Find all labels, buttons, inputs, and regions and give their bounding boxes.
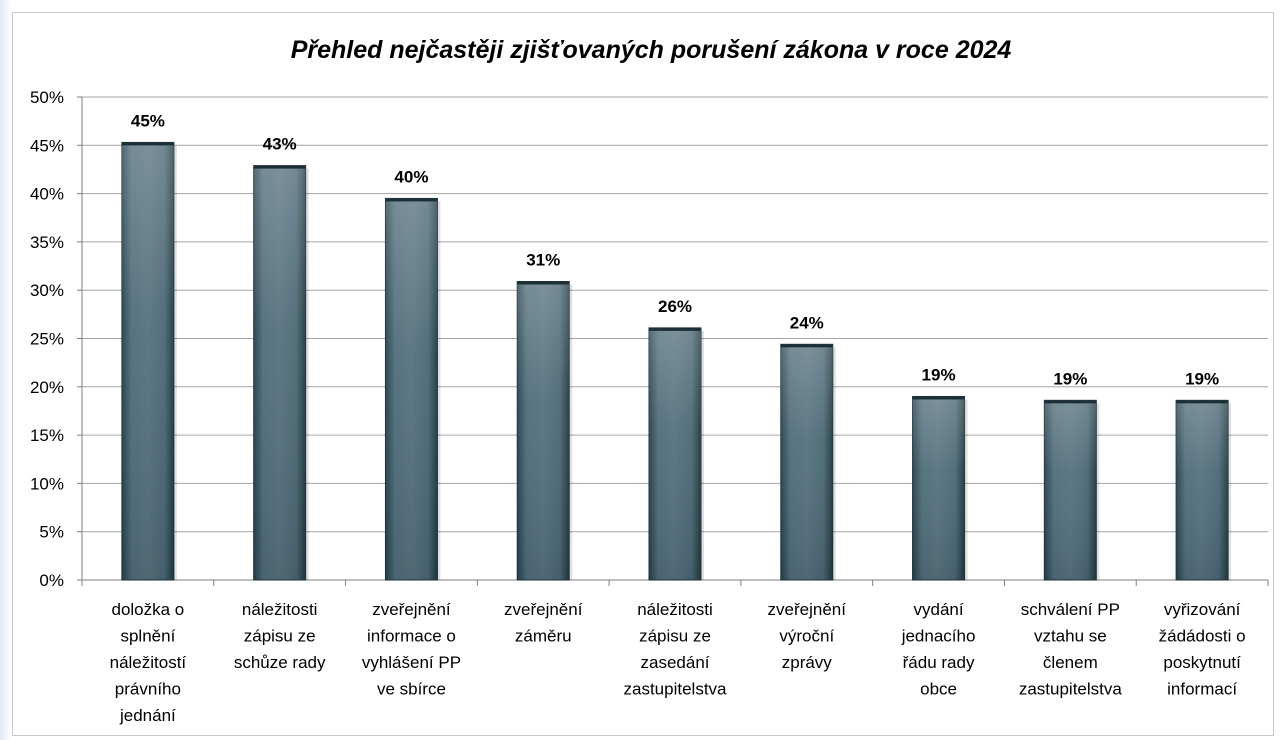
- x-category-label-line: poskytnutí: [1163, 653, 1241, 672]
- x-category-label-line: právního: [115, 680, 181, 699]
- x-category-label-line: zastupitelstva: [1019, 680, 1123, 699]
- x-category-label-line: zasedání: [641, 653, 710, 672]
- bar-sheen: [517, 281, 570, 580]
- x-category-label-line: náležitosti: [242, 600, 318, 619]
- x-category-label-line: jednacího: [901, 627, 976, 646]
- bar-top-edge: [912, 396, 965, 400]
- bar-group: [516, 281, 573, 581]
- bar-group: [253, 165, 309, 581]
- y-tick-label: 25%: [30, 330, 64, 349]
- bar-sheen: [912, 396, 965, 580]
- bar-sheen: [1176, 400, 1229, 580]
- x-category-label: schválení PP vztahu se členem zastupitelstv…: [1019, 600, 1123, 699]
- x-category-label-line: zveřejnění: [504, 600, 583, 619]
- x-category-label: doložka o splnění náležitostí právního jedná…: [110, 600, 187, 725]
- bar-group: [780, 343, 836, 581]
- data-label: 24%: [790, 313, 824, 332]
- x-category-label: náležitosti zápisu ze schůze rady: [234, 600, 326, 672]
- y-tick-label: 5%: [39, 523, 64, 542]
- data-label: 31%: [526, 251, 560, 270]
- bar-sheen: [780, 344, 833, 580]
- x-category-label-line: řádu rady: [903, 653, 975, 672]
- bar-group: [1043, 399, 1100, 581]
- data-label: 19%: [1053, 369, 1087, 388]
- bar-group: [1175, 399, 1232, 581]
- y-tick-label: 45%: [30, 136, 64, 155]
- x-category-label-line: jednání: [119, 706, 176, 725]
- x-category-label-line: náležitostí: [110, 653, 187, 672]
- bar-top-edge: [121, 142, 174, 146]
- bar-group: [121, 141, 177, 581]
- x-category-label-line: zápisu ze: [639, 627, 711, 646]
- y-tick-label: 35%: [30, 233, 64, 252]
- bar-top-edge: [385, 198, 438, 202]
- x-category-label-line: schválení PP: [1021, 600, 1120, 619]
- y-tick-label: 15%: [30, 426, 64, 445]
- x-category-label: náležitosti zápisu ze zasedání zastupitelst…: [624, 600, 728, 699]
- data-label: 19%: [922, 365, 956, 384]
- x-category-label-line: žádádosti o: [1159, 627, 1246, 646]
- bar-sheen: [253, 165, 306, 580]
- x-category-label-line: záměru: [515, 627, 572, 646]
- data-label: 40%: [394, 167, 428, 186]
- data-label: 26%: [658, 297, 692, 316]
- x-category-label-line: vydání: [914, 600, 964, 619]
- x-category-label-line: informace o: [367, 627, 456, 646]
- x-category-label-line: splnění: [120, 627, 175, 646]
- x-category-label-line: obce: [920, 680, 957, 699]
- bar-sheen: [649, 327, 701, 580]
- x-category-label: vyřizování žádádosti o poskytnutí informací: [1159, 600, 1246, 699]
- y-tick-label: 40%: [30, 185, 64, 204]
- x-category-label-line: zprávy: [782, 653, 833, 672]
- bar-top-edge: [780, 344, 833, 348]
- x-category-label-line: vyhlášení PP: [362, 653, 461, 672]
- page-background-fade: [0, 0, 12, 740]
- x-category-label-line: náležitosti: [637, 600, 713, 619]
- y-tick-label: 0%: [39, 571, 64, 590]
- bar-top-edge: [1044, 400, 1097, 404]
- x-category-label-line: schůze rady: [234, 653, 326, 672]
- x-category-label-line: zveřejnění: [372, 600, 451, 619]
- bars: 45% 43% 40% 31% 26% 24% 19% 19% 19%: [121, 111, 1232, 581]
- data-label: 43%: [263, 135, 297, 154]
- x-category-label-line: vyřizování: [1164, 600, 1241, 619]
- y-tick-label: 50%: [30, 88, 64, 107]
- bar-sheen: [1044, 400, 1097, 580]
- x-category-label: zveřejnění výroční zprávy: [768, 600, 847, 672]
- x-category-label: vydání jednacího řádu rady obce: [901, 600, 976, 699]
- y-tick-label: 20%: [30, 378, 64, 397]
- y-tick-label: 10%: [30, 474, 64, 493]
- x-category-label-line: výroční: [779, 627, 834, 646]
- x-category-label-line: informací: [1167, 680, 1237, 699]
- bar-top-edge: [649, 327, 701, 331]
- x-category-label: zveřejnění záměru: [504, 600, 583, 646]
- data-label: 19%: [1185, 369, 1219, 388]
- bar-top-edge: [517, 281, 570, 285]
- bar-top-edge: [1176, 400, 1229, 404]
- bar-sheen: [121, 142, 174, 581]
- bar-group: [648, 327, 704, 581]
- y-axis: 0% 5% 10% 15% 20% 25% 30% 35% 40% 45% 50%: [30, 88, 83, 590]
- x-axis: doložka o splnění náležitostí právního jedná…: [81, 580, 1269, 725]
- x-category-label: zveřejnění informace o vyhlášení PP ve sbír…: [362, 600, 461, 699]
- bar-group: [912, 395, 968, 581]
- bar-group: [384, 197, 441, 581]
- bar-top-edge: [253, 165, 306, 169]
- bar-sheen: [385, 198, 438, 580]
- x-category-label-line: zveřejnění: [768, 600, 847, 619]
- x-category-label-line: doložka o: [111, 600, 184, 619]
- chart-frame: [12, 12, 1274, 736]
- x-category-label-line: vztahu se: [1034, 627, 1107, 646]
- x-category-label-line: členem: [1043, 653, 1098, 672]
- data-label: 45%: [131, 111, 165, 130]
- y-tick-label: 30%: [30, 281, 64, 300]
- x-category-label-line: ve sbírce: [377, 680, 446, 699]
- x-category-label-line: zápisu ze: [244, 627, 316, 646]
- x-category-label-line: zastupitelstva: [624, 680, 728, 699]
- chart-title: Přehled nejčastěji zjišťovaných porušení…: [291, 36, 1012, 64]
